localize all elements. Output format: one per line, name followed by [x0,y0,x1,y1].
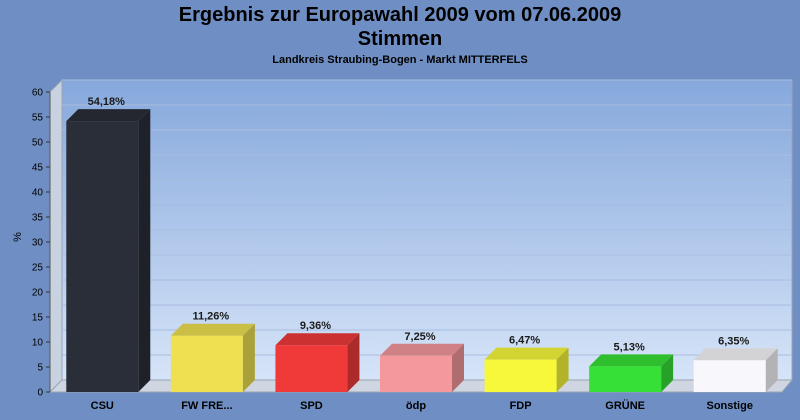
bar-front [380,355,452,392]
value-label: 6,47% [509,335,540,347]
bar-top [589,354,674,367]
y-tick-label: 35 [32,213,44,224]
chart-subtitle: Stimmen [357,28,443,50]
y-tick-label: 40 [32,188,44,199]
bar-side [452,343,464,392]
bar-side [138,109,151,392]
value-label: 54,18% [88,96,126,108]
bar-spd [275,333,360,392]
left-wall [49,78,63,394]
value-label: 7,25% [404,331,435,343]
y-tick-label: 30 [32,238,44,249]
bar-front [170,335,243,392]
bar-side [661,354,674,392]
bar-side [556,347,569,392]
bar-side [347,333,360,392]
x-tick-label: CSU [91,400,114,412]
y-tick-label: 0 [37,388,43,399]
chart-caption: Landkreis Straubing-Bogen - Markt MITTER… [272,54,528,66]
bar-top [380,343,464,356]
value-label: 9,36% [300,320,331,332]
bar-side [242,323,255,392]
y-tick-label: 50 [32,138,44,149]
value-label: 6,35% [718,335,749,347]
x-tick-label: GRÜNE [605,399,645,412]
bar-front [66,121,139,392]
bar-ödp [380,343,464,392]
y-tick-label: 55 [32,113,44,124]
chart-title: Ergebnis zur Europawahl 2009 vom 07.06.2… [178,4,622,26]
bar-top [693,348,778,361]
bar-top [66,109,151,122]
x-tick-label: FW FRE... [181,400,232,412]
bar-top [170,323,255,336]
y-tick-label: 15 [32,313,44,324]
bar-csu [66,109,151,392]
y-tick-label: 20 [32,288,44,299]
bar-fdp [484,347,569,392]
bar-top [275,333,360,346]
bar-front [589,366,662,392]
x-tick-label: SPD [300,400,323,412]
x-tick-label: FDP [510,400,532,412]
x-tick-label: Sonstige [706,400,752,412]
bar-side [765,348,778,392]
value-label: 11,26% [193,311,230,323]
value-label: 5,13% [614,341,645,353]
bar-grüne [589,354,674,392]
bar-fw-fre- [170,323,255,392]
y-tick-label: 45 [32,163,44,174]
y-tick-label: 25 [32,263,44,274]
y-axis-label: % [12,232,24,242]
bar-front [275,345,348,392]
bar-sonstige [693,348,778,392]
y-tick-label: 60 [32,88,44,99]
y-tick-label: 5 [37,363,43,374]
x-tick-label: ödp [406,400,426,412]
y-tick-label: 10 [32,338,44,349]
bar-top [484,347,569,360]
bar-front [484,359,557,392]
bar-front [693,360,766,392]
